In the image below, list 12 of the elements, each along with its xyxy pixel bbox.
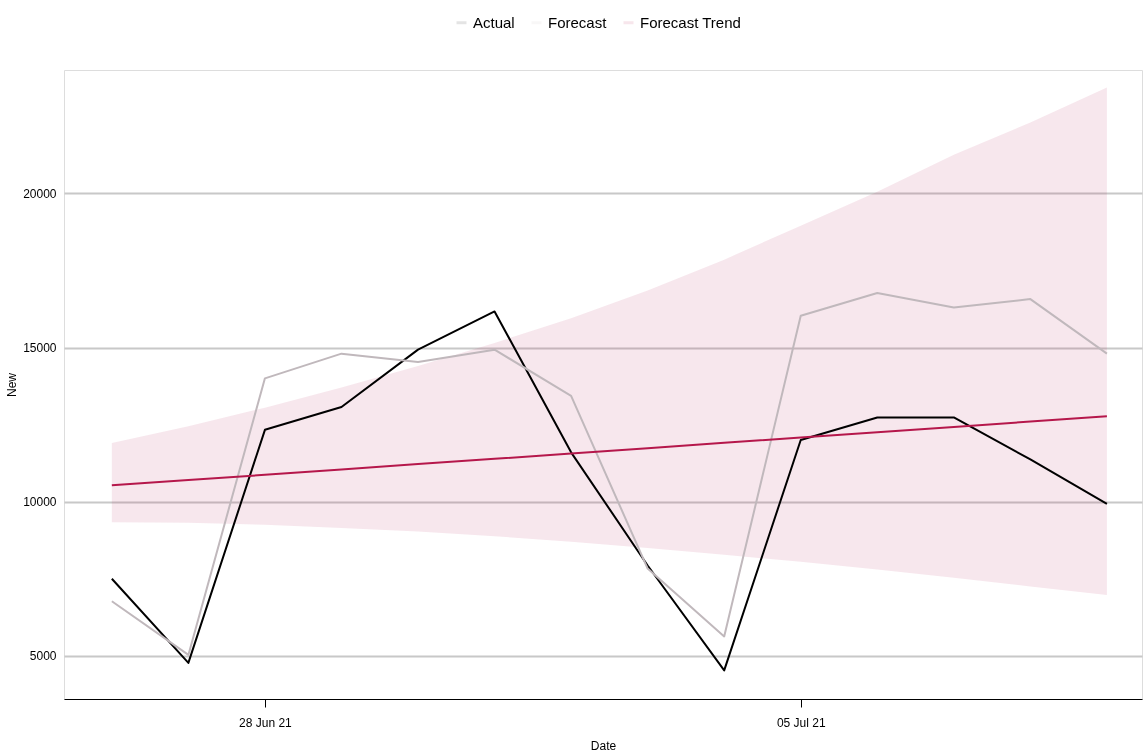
y-tick-label: 15000: [23, 341, 57, 355]
y-tick-label: 10000: [23, 495, 57, 510]
y-axis-title: New: [5, 372, 20, 398]
x-tick-label: 28 Jun 21: [239, 715, 293, 730]
line-series: [110, 415, 1108, 487]
legend-label: Forecast Trend: [640, 13, 741, 31]
x-axis-title: Date: [590, 738, 617, 753]
y-tick-label: 5000: [29, 649, 57, 664]
y-tick-label: 20000: [23, 186, 57, 201]
x-tick-label: 05 Jul 21: [776, 715, 826, 730]
legend-label: Forecast: [548, 13, 608, 31]
legend-label: Actual: [473, 13, 515, 31]
